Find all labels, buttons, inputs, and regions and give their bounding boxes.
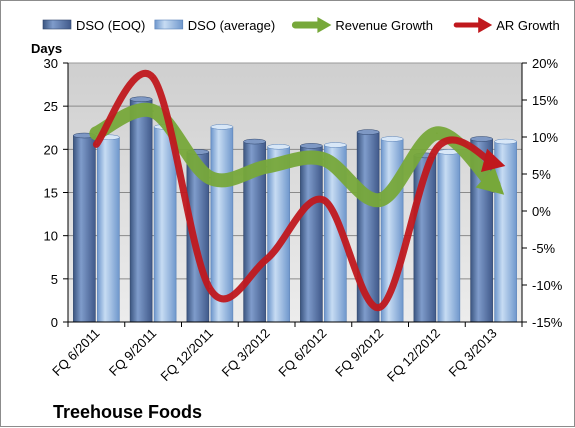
series-point [379, 306, 381, 309]
y-tick-label: 5 [51, 272, 58, 287]
series-point [322, 199, 325, 201]
x-tick-label: FQ 6/2011 [49, 326, 102, 379]
bar-cap [324, 142, 347, 148]
y2-tick-label: -5% [532, 241, 556, 256]
y2-tick-label: 15% [532, 93, 558, 108]
bar-cap [129, 96, 153, 103]
series-point [492, 184, 495, 186]
y-tick-label: 0 [51, 315, 58, 330]
y-tick-label: 15 [44, 186, 58, 201]
series-point [95, 143, 98, 146]
legend-label: AR Growth [496, 18, 560, 33]
series-point [152, 77, 154, 79]
x-tick-label: FQ 9/2011 [106, 326, 159, 379]
series-arrowhead [475, 166, 505, 195]
series-point [436, 132, 438, 135]
bar-cap [380, 136, 404, 142]
bar-cap [494, 138, 517, 145]
y-axis-title: Days [31, 41, 62, 56]
series-point [209, 176, 211, 179]
y-tick-label: 25 [44, 99, 58, 114]
series-point [209, 287, 211, 290]
x-tick-label: FQ 3/2013 [446, 326, 500, 380]
series-point [492, 162, 495, 164]
y-tick-label: 30 [44, 56, 58, 71]
legend-label: DSO (EOQ) [76, 18, 145, 33]
legend-arrow [478, 17, 493, 33]
x-tick-label: FQ 12/2011 [158, 326, 216, 384]
y2-tick-label: 0% [532, 204, 551, 219]
growth-lines [89, 70, 506, 311]
series-line [92, 70, 498, 311]
bar-cap [470, 136, 493, 142]
y-tick-label: 20 [44, 142, 58, 157]
series-point [322, 158, 325, 160]
y2-tick-label: -15% [532, 315, 563, 330]
series-point [379, 199, 381, 201]
y2-tick-label: -10% [532, 278, 563, 293]
y-tick-label: 10 [44, 229, 58, 244]
x-tick-label: FQ 3/2012 [219, 326, 273, 380]
bar [97, 136, 120, 323]
bar [129, 98, 153, 323]
bar [437, 151, 461, 323]
x-tick-label: FQ 12/2012 [384, 326, 443, 385]
legend-swatch [42, 19, 72, 30]
series-point [265, 258, 268, 260]
bar [494, 141, 517, 323]
legend-arrow [317, 17, 332, 33]
legend-label: DSO (average) [188, 18, 275, 33]
bar-cap [356, 129, 380, 135]
bar-cap [243, 138, 266, 145]
legend-label: Revenue Growth [335, 18, 433, 33]
y2-tick-label: 10% [532, 130, 558, 145]
bar [300, 145, 323, 323]
x-tick-label: FQ 9/2012 [332, 326, 386, 380]
y2-tick-label: 20% [532, 56, 558, 71]
x-tick-label: FQ 6/2012 [275, 326, 329, 380]
bar-cap [300, 143, 323, 149]
series-point [265, 165, 268, 168]
bar [73, 135, 96, 323]
series-point [152, 110, 154, 112]
y2-tick-label: 5% [532, 167, 551, 182]
bar-cap [210, 124, 234, 130]
series-line [89, 102, 501, 207]
chart-title: Treehouse Foods [53, 402, 202, 422]
series-point [95, 132, 98, 135]
legend-swatch [154, 19, 184, 30]
series-arrowhead [481, 148, 506, 173]
series-point [436, 147, 438, 149]
bar-cap [267, 143, 290, 150]
legend: DSO (EOQ) DSO (average) Revenue Growth AR G… [42, 17, 560, 33]
